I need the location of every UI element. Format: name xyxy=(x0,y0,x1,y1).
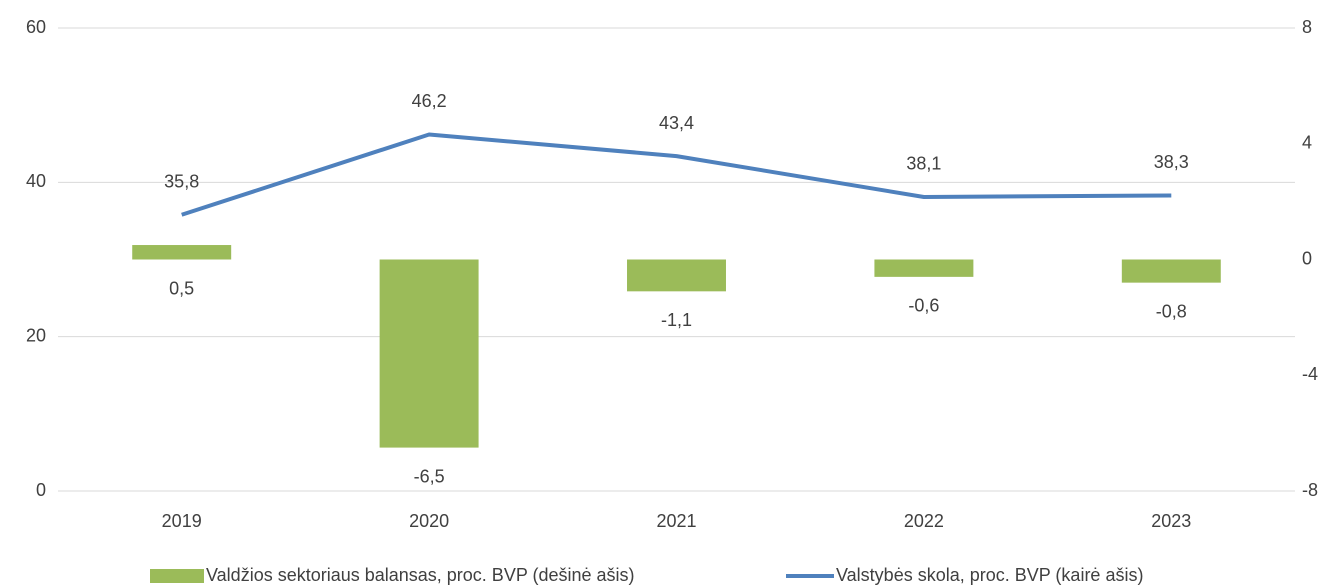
bar-label: -1,1 xyxy=(661,310,692,330)
legend-label: Valstybės skola, proc. BVP (kairė ašis) xyxy=(836,565,1143,585)
y2-tick-label: 8 xyxy=(1302,17,1312,37)
bar-label: -6,5 xyxy=(414,466,445,486)
x-tick-label: 2021 xyxy=(656,511,696,531)
legend-label: Valdžios sektoriaus balansas, proc. BVP … xyxy=(206,565,635,585)
y-tick-label: 60 xyxy=(26,17,46,37)
x-tick-label: 2020 xyxy=(409,511,449,531)
bar-label: -0,6 xyxy=(908,296,939,316)
line-label: 35,8 xyxy=(164,171,199,191)
y-tick-label: 20 xyxy=(26,325,46,345)
bar xyxy=(874,259,974,277)
x-tick-label: 2022 xyxy=(904,511,944,531)
bar xyxy=(627,259,726,292)
line-label: 46,2 xyxy=(412,91,447,111)
y-tick-label: 0 xyxy=(36,480,46,500)
y2-tick-label: 4 xyxy=(1302,133,1312,153)
line-label: 38,1 xyxy=(906,154,941,174)
line xyxy=(181,132,1172,217)
x-tick-label: 2023 xyxy=(1151,511,1191,531)
y2-tick-label: 0 xyxy=(1302,248,1312,268)
bar xyxy=(1121,259,1221,283)
line-label: 43,4 xyxy=(659,113,694,133)
bar-label: 0,5 xyxy=(169,278,194,298)
legend-swatch xyxy=(150,569,204,583)
y2-tick-label: -4 xyxy=(1302,364,1318,384)
y-tick-label: 40 xyxy=(26,171,46,191)
bar-label: -0,8 xyxy=(1156,301,1187,321)
y2-tick-label: -8 xyxy=(1302,480,1318,500)
line-label: 38,3 xyxy=(1154,152,1189,172)
bar xyxy=(132,245,232,260)
x-tick-label: 2019 xyxy=(162,511,202,531)
bar xyxy=(379,259,479,448)
